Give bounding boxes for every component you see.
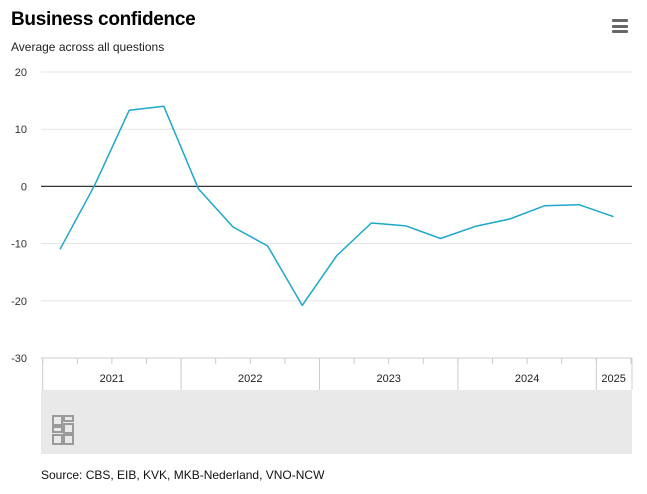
data-point: [577, 203, 581, 207]
x-tick-label: 2025: [601, 373, 625, 385]
chart-title: Business confidence: [11, 9, 196, 30]
x-tick-label: 2022: [238, 373, 262, 385]
data-point: [508, 217, 512, 221]
y-tick-label: -30: [11, 353, 27, 365]
chart-subtitle: Average across all questions: [11, 40, 165, 54]
data-point: [58, 247, 62, 251]
range-navigator[interactable]: [41, 390, 632, 454]
x-tick-label: 2023: [376, 373, 400, 385]
data-point: [162, 104, 166, 108]
y-tick-label: 10: [15, 124, 27, 136]
data-point: [93, 183, 97, 187]
source-note: Source: CBS, EIB, KVK, MKB-Nederland, VN…: [41, 468, 325, 482]
y-tick-label: 0: [21, 181, 27, 193]
y-tick-label: -20: [11, 296, 27, 308]
y-tick-label: 20: [15, 67, 27, 79]
data-point: [542, 204, 546, 208]
x-tick-label: 2024: [515, 373, 539, 385]
cbs-logo-icon: [52, 415, 74, 445]
series-line: [59, 105, 614, 307]
hamburger-menu-icon[interactable]: [608, 16, 632, 36]
data-point: [231, 225, 235, 229]
data-point: [127, 108, 131, 112]
data-point: [196, 187, 200, 191]
data-point: [335, 254, 339, 258]
data-point: [473, 224, 477, 228]
y-tick-label: -10: [11, 239, 27, 251]
data-point: [612, 215, 616, 219]
data-point: [439, 236, 443, 240]
x-tick-label: 2021: [100, 373, 124, 385]
data-point: [404, 224, 408, 228]
data-point: [300, 303, 304, 307]
data-point: [266, 244, 270, 248]
data-point: [369, 221, 373, 225]
